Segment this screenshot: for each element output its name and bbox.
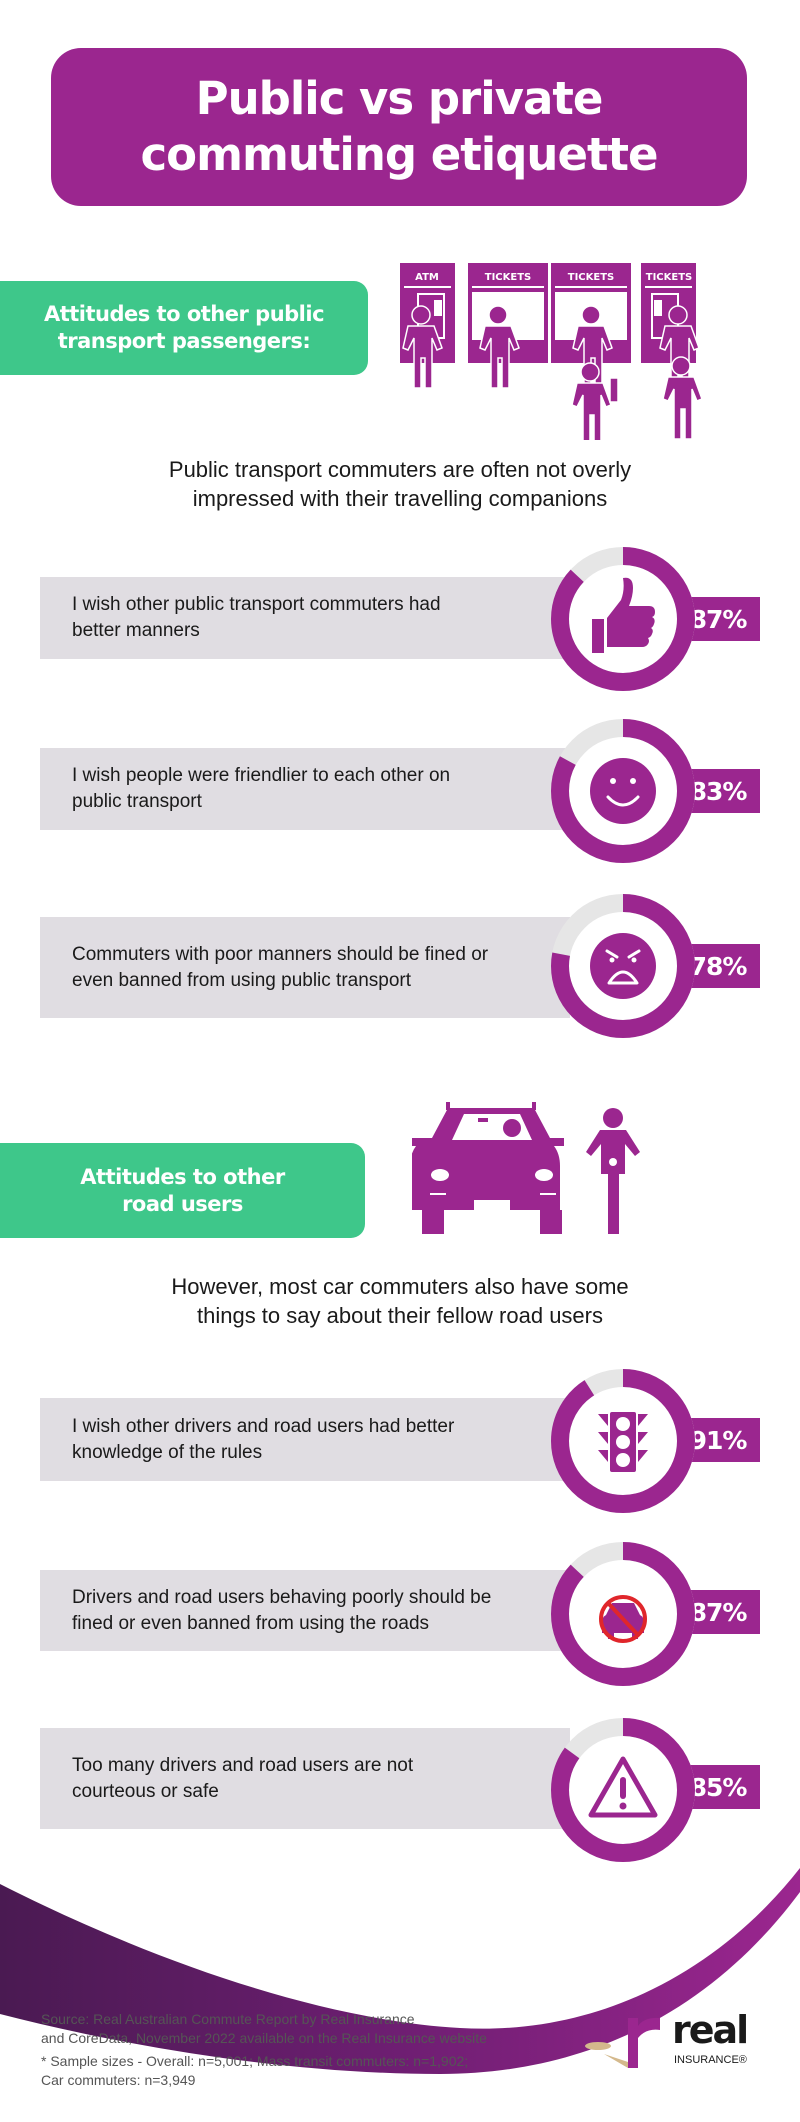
subtitle-line-1: Public transport commuters are often not… [168, 457, 632, 482]
sample-sizes-line-1: * Sample sizes - Overall: n=5,001; Mass … [41, 2053, 469, 2069]
thumbs-up-icon [592, 577, 655, 653]
stat-percent-value: 78% [689, 951, 748, 981]
stat-percent-value: 85% [689, 1772, 748, 1802]
stat-text-line-2: courteous or safe [72, 1780, 219, 1802]
motorbike-rider-icon [586, 1108, 640, 1234]
section-label-line-2: road users [122, 1191, 243, 1216]
source-note: Source: Real Australian Commute Report b… [41, 2010, 487, 2090]
stat-text-line-2: better manners [72, 620, 200, 641]
traffic-light-icon [598, 1412, 648, 1472]
sample-sizes-line-2: Car commuters: n=3,949 [41, 2072, 196, 2088]
donut-chart-78 [551, 894, 695, 1038]
stat-text-line-1: I wish people were friendlier to each ot… [72, 765, 451, 786]
title-line-2: commuting etiquette [140, 128, 658, 181]
stat-percent-value: 83% [689, 776, 748, 806]
stat-row-knowledge-of-rules: I wish other drivers and road users had … [40, 1398, 570, 1481]
stat-percent-value: 87% [689, 604, 748, 634]
donut-chart-83 [551, 719, 695, 863]
ticket-booths-illustration-icon: ATM TICKETS TICKETS TICKETS [400, 263, 703, 440]
section-label-line-1: Attitudes to other public [43, 302, 325, 326]
no-cars-icon [599, 1595, 647, 1643]
booth-sign-tickets-3: TICKETS [646, 272, 692, 283]
subtitle-line-1: However, most car commuters also have so… [171, 1274, 629, 1299]
stat-row-better-manners: I wish other public transport commuters … [40, 577, 570, 659]
donut-chart-87 [551, 547, 695, 691]
stat-row-fined-or-banned-public: Commuters with poor manners should be fi… [40, 917, 570, 1018]
donut-chart-91 [551, 1369, 695, 1513]
smiley-face-icon [590, 758, 656, 824]
real-insurance-logo: real INSURANCE® [578, 2008, 768, 2072]
stat-row-not-courteous: Too many drivers and road users are not … [40, 1728, 570, 1829]
stat-row-fined-or-banned-roads: Drivers and road users behaving poorly s… [40, 1570, 570, 1651]
angry-face-icon [590, 933, 656, 999]
booth-sign-tickets-2: TICKETS [568, 272, 614, 283]
logo-wordmark: real [672, 2008, 749, 2052]
stat-text-line-1: I wish other drivers and road users had … [72, 1415, 455, 1437]
donut-chart-87-roads [551, 1542, 695, 1686]
source-line-2: and CoreData, November 2022 available on… [41, 2030, 487, 2046]
stat-text-line-2: knowledge of the rules [72, 1441, 263, 1463]
car-and-motorbike-illustration-icon [412, 1102, 640, 1234]
section-label-road-users: Attitudes to other road users [0, 1143, 365, 1238]
stat-text-line-2: public transport [72, 791, 202, 812]
warning-icon [588, 1756, 658, 1818]
subtitle-line-2: things to say about their fellow road us… [196, 1303, 603, 1328]
real-logo-mark-icon [585, 2017, 660, 2068]
stat-text-line-1: Too many drivers and road users are not [72, 1754, 414, 1776]
stat-text-line-1: I wish other public transport commuters … [72, 594, 441, 615]
booth-sign-tickets-1: TICKETS [485, 272, 531, 283]
public-transport-subtitle: Public transport commuters are often not… [0, 455, 800, 513]
road-users-subtitle: However, most car commuters also have so… [0, 1272, 800, 1330]
booth-sign-atm: ATM [415, 272, 439, 283]
stat-percent-value: 91% [689, 1425, 748, 1455]
title-banner: Public vs private commuting etiquette [51, 48, 747, 206]
stat-percent-value: 87% [689, 1597, 748, 1627]
section-label-public-transport: Attitudes to other public transport pass… [0, 281, 368, 375]
stat-text-line-1: Commuters with poor manners should be fi… [72, 943, 489, 965]
section-label-line-2: transport passengers: [57, 329, 311, 353]
section-label-line-1: Attitudes to other [80, 1164, 285, 1189]
source-line-1: Source: Real Australian Commute Report b… [41, 2011, 415, 2027]
donut-chart-85 [551, 1718, 695, 1862]
decorative-wave [0, 1868, 800, 2074]
stat-text-line-2: even banned from using public transport [72, 969, 412, 991]
stat-row-friendlier: I wish people were friendlier to each ot… [40, 748, 570, 830]
stat-text-line-1: Drivers and road users behaving poorly s… [72, 1586, 492, 1608]
subtitle-line-2: impressed with their travelling companio… [192, 486, 608, 511]
title-line-1: Public vs private [195, 72, 604, 125]
stat-text-line-2: fined or even banned from using the road… [72, 1612, 430, 1634]
logo-subtext: INSURANCE® [674, 2054, 747, 2066]
